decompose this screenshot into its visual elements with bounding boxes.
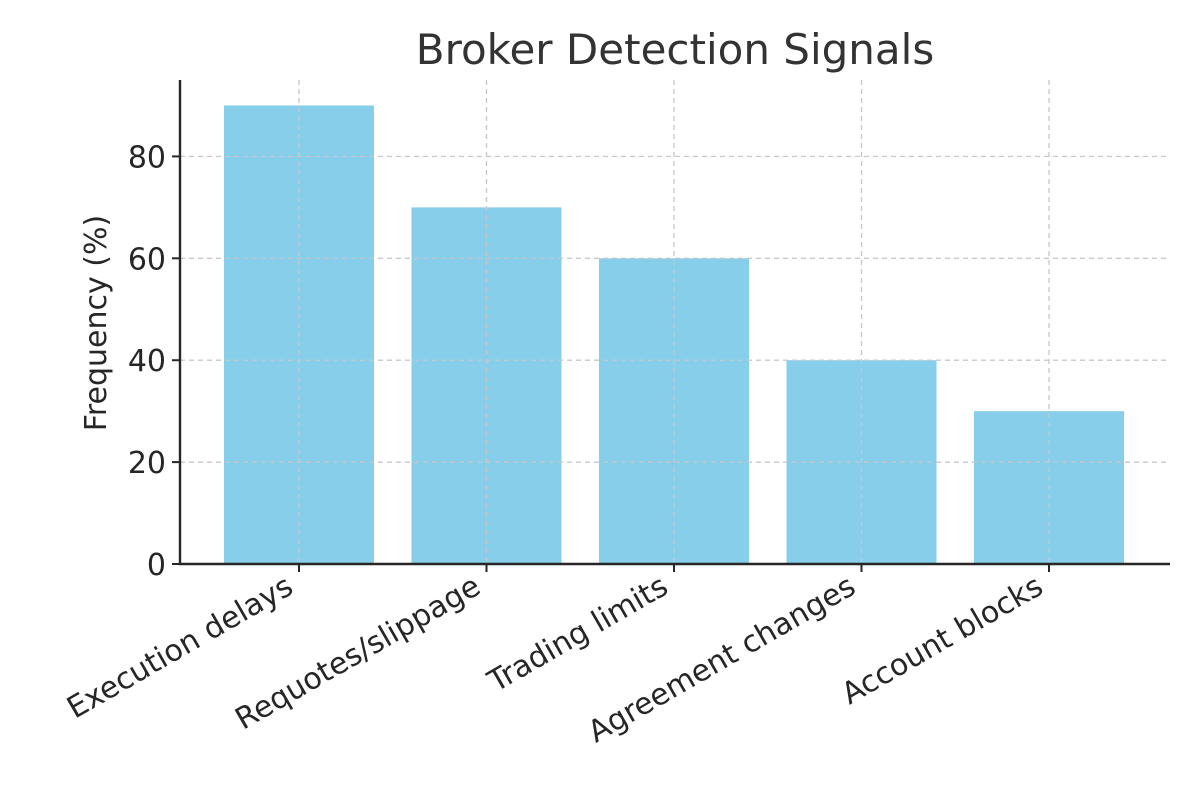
y-axis-label: Frequency (%) <box>79 215 114 431</box>
y-tick-label-60: 60 <box>128 242 166 277</box>
y-tick-label-20: 20 <box>128 446 166 481</box>
bars-layer <box>180 80 1170 565</box>
chart-title: Broker Detection Signals <box>416 25 934 74</box>
y-tick-label-40: 40 <box>128 344 166 379</box>
y-tick-label-0: 0 <box>147 548 166 583</box>
x-tick-label-trading-limits: Trading limits <box>481 569 674 700</box>
bar-trading-limits <box>599 258 749 564</box>
y-tick-label-80: 80 <box>128 140 166 175</box>
x-tick-label-account-blocks: Account blocks <box>836 569 1049 712</box>
